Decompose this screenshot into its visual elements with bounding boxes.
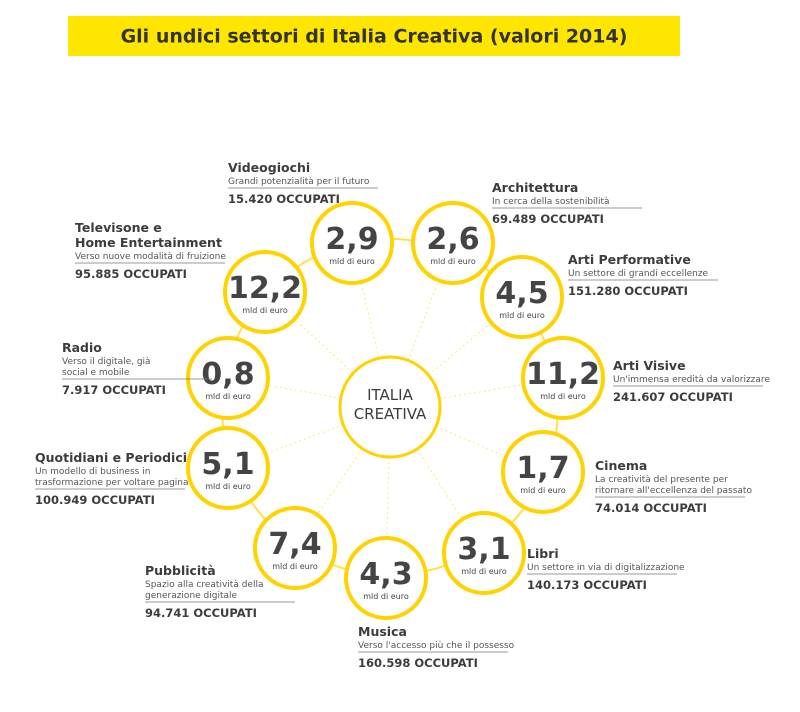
sector-circle xyxy=(442,511,526,595)
sector-value: 4,3 xyxy=(359,557,412,592)
sector-name: Arti Performative xyxy=(568,252,691,267)
sector-circle xyxy=(480,255,564,339)
sector-employed: 140.173 OCCUPATI xyxy=(527,578,647,592)
sector-value: 3,1 xyxy=(457,532,510,567)
sector-name: Radio xyxy=(62,340,102,355)
sector-subtitle: Grandi potenzialità per il futuro xyxy=(228,177,370,187)
sector-value: 7,4 xyxy=(268,527,321,562)
sector-name: Musica xyxy=(358,624,407,639)
sector-employed: 74.014 OCCUPATI xyxy=(595,501,707,515)
sector-unit: mld di euro xyxy=(540,392,586,401)
sector-subtitle: Verso nuove modalità di fruizione xyxy=(75,252,226,262)
sector-unit: mld di euro xyxy=(205,392,251,401)
sector-value: 1,7 xyxy=(516,451,569,486)
sector-unit: mld di euro xyxy=(499,311,545,320)
sector-employed: 7.917 OCCUPATI xyxy=(62,383,166,397)
sector-name: Libri xyxy=(527,546,559,561)
sector-subtitle: generazione digitale xyxy=(145,591,238,601)
sector-unit: mld di euro xyxy=(272,562,318,571)
sector-circle xyxy=(253,506,337,590)
sector-employed: 94.741 OCCUPATI xyxy=(145,606,257,620)
sector-name: Pubblicità xyxy=(145,563,216,578)
sector-value: 4,5 xyxy=(495,276,548,311)
spoke xyxy=(227,406,391,469)
sector-circle xyxy=(521,336,605,420)
sector-name: Televisone e xyxy=(75,220,162,235)
sector-circle xyxy=(411,201,495,285)
sector-subtitle: Verso il digitale, già xyxy=(62,357,151,367)
sector-unit: mld di euro xyxy=(205,482,251,491)
sector-subtitle: Un modello di business in xyxy=(35,467,150,477)
sector-unit: mld di euro xyxy=(520,486,566,495)
center-label: CREATIVA xyxy=(354,405,427,423)
sector-employed: 15.420 OCCUPATI xyxy=(228,192,340,206)
sector-employed: 95.885 OCCUPATI xyxy=(75,267,187,281)
center-label: ITALIA xyxy=(367,386,413,404)
sector-circle xyxy=(310,201,394,285)
sector-subtitle: social e mobile xyxy=(62,368,130,378)
sector-circle xyxy=(501,430,585,514)
sector-name: Videogiochi xyxy=(228,160,310,175)
sector-unit: mld di euro xyxy=(242,306,288,315)
sector-employed: 151.280 OCCUPATI xyxy=(568,284,688,298)
sector-name: Quotidiani e Periodici xyxy=(35,450,187,465)
sector-circle xyxy=(186,336,270,420)
spoke xyxy=(389,406,485,554)
sector-name: Home Entertainment xyxy=(75,235,222,250)
sector-subtitle: La creatività del presente per xyxy=(595,475,728,485)
sector-name: Architettura xyxy=(492,180,578,195)
sector-value: 2,9 xyxy=(325,222,378,257)
sector-employed: 69.489 OCCUPATI xyxy=(492,212,604,226)
sector-subtitle: Un settore in via di digitalizzazione xyxy=(527,563,685,573)
spoke xyxy=(385,406,391,579)
sector-value: 11,2 xyxy=(526,357,600,392)
center-circle xyxy=(338,355,442,459)
sector-value: 5,1 xyxy=(201,447,254,482)
sector-unit: mld di euro xyxy=(363,592,409,601)
sector-value: 12,2 xyxy=(228,271,302,306)
sector-unit: mld di euro xyxy=(430,257,476,266)
sector-subtitle: trasformazione per voltare pagina xyxy=(35,478,189,488)
spoke xyxy=(389,296,523,408)
sector-subtitle: Spazio alla creatività della xyxy=(145,580,263,590)
sector-subtitle: Un settore di grandi eccellenze xyxy=(568,269,709,279)
sector-unit: mld di euro xyxy=(329,257,375,266)
sector-subtitle: ritornare all'eccellenza del passato xyxy=(595,486,752,496)
sector-subtitle: Un'immensa eredità da valorizzare xyxy=(613,375,770,385)
sector-circle xyxy=(344,536,428,620)
sector-name: Cinema xyxy=(595,458,647,473)
sector-employed: 160.598 OCCUPATI xyxy=(358,656,478,670)
title-bar xyxy=(68,16,680,56)
sector-subtitle: Verso l'accesso più che il possesso xyxy=(358,641,515,651)
title: Gli undici settori di Italia Creativa (v… xyxy=(121,26,628,48)
sector-subtitle: In cerca della sostenibilità xyxy=(492,197,610,207)
sector-value: 2,6 xyxy=(426,222,479,257)
sector-employed: 241.607 OCCUPATI xyxy=(613,390,733,404)
sector-circle xyxy=(223,250,307,334)
sector-employed: 100.949 OCCUPATI xyxy=(35,493,155,507)
sector-unit: mld di euro xyxy=(461,567,507,576)
sector-name: Arti Visive xyxy=(613,358,686,373)
sector-circle xyxy=(186,426,270,510)
sector-value: 0,8 xyxy=(201,357,254,392)
